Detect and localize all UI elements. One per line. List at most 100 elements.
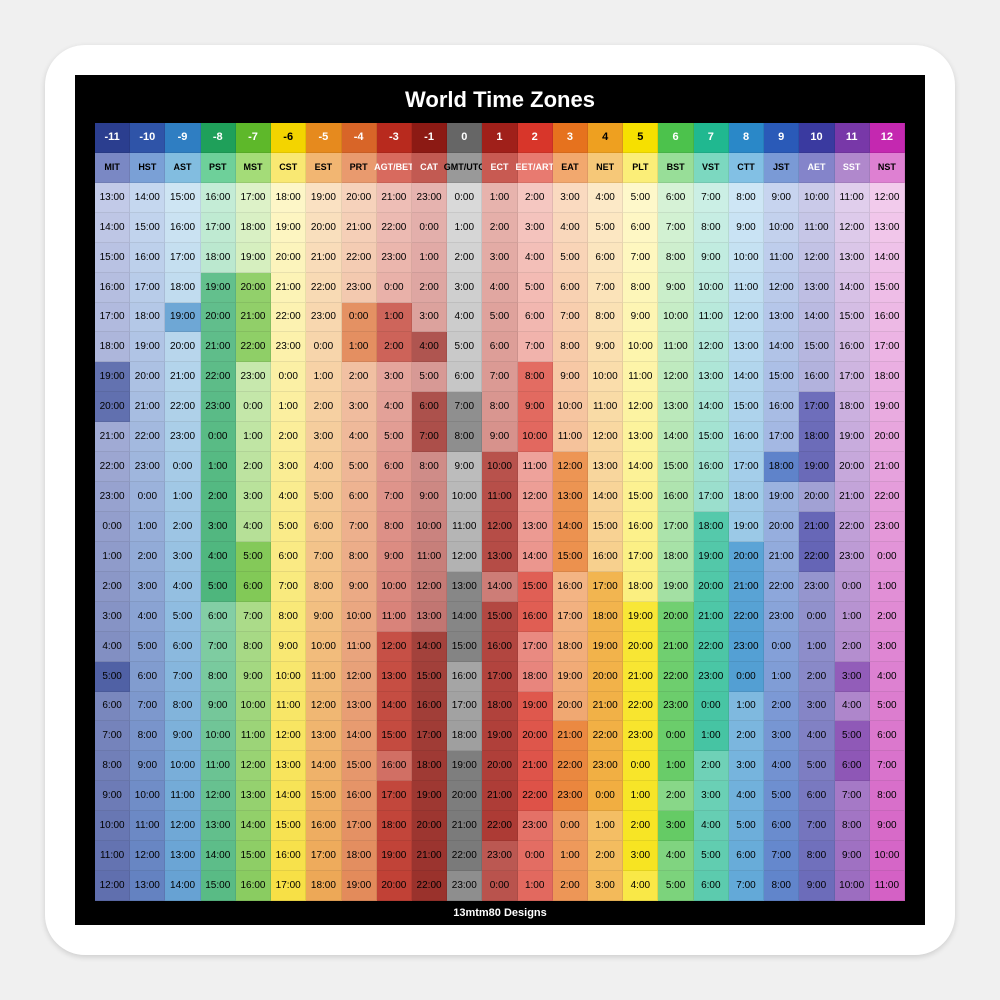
time-cell: 16:00 bbox=[271, 841, 306, 871]
time-cell: 9:00 bbox=[412, 482, 447, 512]
time-cell: 23:00 bbox=[412, 183, 447, 213]
time-cell: 18:00 bbox=[835, 392, 870, 422]
header-abbr: SST bbox=[835, 153, 870, 183]
time-cell: 8:00 bbox=[236, 632, 271, 662]
time-cell: 2:00 bbox=[835, 632, 870, 662]
time-cell: 4:00 bbox=[306, 452, 341, 482]
time-cell: 13:00 bbox=[165, 841, 200, 871]
time-cell: 23:00 bbox=[130, 452, 165, 482]
time-cell: 1:00 bbox=[412, 243, 447, 273]
time-cell: 19:00 bbox=[271, 213, 306, 243]
time-cell: 2:00 bbox=[518, 183, 553, 213]
time-cell: 22:00 bbox=[835, 512, 870, 542]
time-cell: 5:00 bbox=[130, 632, 165, 662]
time-cell: 9:00 bbox=[306, 602, 341, 632]
time-cell: 2:00 bbox=[306, 392, 341, 422]
time-cell: 3:00 bbox=[799, 692, 834, 722]
time-cell: 18:00 bbox=[201, 243, 236, 273]
time-cell: 10:00 bbox=[306, 632, 341, 662]
time-cell: 12:00 bbox=[658, 362, 693, 392]
time-cell: 4:00 bbox=[130, 602, 165, 632]
time-cell: 6:00 bbox=[658, 183, 693, 213]
time-cell: 11:00 bbox=[658, 332, 693, 362]
time-cell: 20:00 bbox=[518, 721, 553, 751]
time-cell: 10:00 bbox=[95, 811, 130, 841]
time-cell: 5:00 bbox=[482, 303, 517, 333]
time-cell: 19:00 bbox=[447, 751, 482, 781]
time-cell: 9:00 bbox=[377, 542, 412, 572]
time-cell: 11:00 bbox=[799, 213, 834, 243]
time-cell: 9:00 bbox=[694, 243, 729, 273]
header-abbr: AET bbox=[799, 153, 834, 183]
time-cell: 9:00 bbox=[799, 871, 834, 901]
time-cell: 10:00 bbox=[588, 362, 623, 392]
time-cell: 0:00 bbox=[165, 452, 200, 482]
time-cell: 16:00 bbox=[306, 811, 341, 841]
time-cell: 19:00 bbox=[342, 871, 377, 901]
header-offset: 9 bbox=[764, 123, 799, 153]
time-cell: 19:00 bbox=[694, 542, 729, 572]
time-cell: 12:00 bbox=[306, 692, 341, 722]
time-cell: 14:00 bbox=[271, 781, 306, 811]
time-cell: 6:00 bbox=[482, 332, 517, 362]
time-cell: 17:00 bbox=[130, 273, 165, 303]
time-cell: 15:00 bbox=[95, 243, 130, 273]
time-cell: 9:00 bbox=[271, 632, 306, 662]
time-cell: 5:00 bbox=[377, 422, 412, 452]
time-cell: 3:00 bbox=[306, 422, 341, 452]
time-cell: 5:00 bbox=[518, 273, 553, 303]
time-cell: 5:00 bbox=[447, 332, 482, 362]
time-cell: 16:00 bbox=[694, 452, 729, 482]
header-offset: 10 bbox=[799, 123, 834, 153]
time-cell: 22:00 bbox=[694, 632, 729, 662]
time-cell: 16:00 bbox=[130, 243, 165, 273]
time-cell: 20:00 bbox=[236, 273, 271, 303]
time-cell: 4:00 bbox=[870, 662, 905, 692]
time-cell: 0:00 bbox=[306, 332, 341, 362]
time-cell: 3:00 bbox=[764, 721, 799, 751]
time-cell: 21:00 bbox=[165, 362, 200, 392]
time-cell: 10:00 bbox=[236, 692, 271, 722]
time-cell: 11:00 bbox=[623, 362, 658, 392]
time-cell: 15:00 bbox=[835, 303, 870, 333]
time-cell: 4:00 bbox=[658, 841, 693, 871]
time-cell: 2:00 bbox=[271, 422, 306, 452]
time-cell: 12:00 bbox=[482, 512, 517, 542]
header-abbr: GMT/UTC bbox=[447, 153, 482, 183]
time-cell: 8:00 bbox=[342, 542, 377, 572]
time-cell: 21:00 bbox=[694, 602, 729, 632]
chart-panel: World Time Zones -11-10-9-8-7-6-5-4-3-10… bbox=[75, 75, 925, 925]
time-cell: 12:00 bbox=[694, 332, 729, 362]
time-cell: 23:00 bbox=[236, 362, 271, 392]
header-abbr: CAT bbox=[412, 153, 447, 183]
time-cell: 13:00 bbox=[201, 811, 236, 841]
time-cell: 2:00 bbox=[447, 243, 482, 273]
time-cell: 18:00 bbox=[694, 512, 729, 542]
time-cell: 12:00 bbox=[623, 392, 658, 422]
time-cell: 11:00 bbox=[236, 721, 271, 751]
time-cell: 10:00 bbox=[694, 273, 729, 303]
time-cell: 1:00 bbox=[658, 751, 693, 781]
time-cell: 3:00 bbox=[588, 871, 623, 901]
time-cell: 4:00 bbox=[236, 512, 271, 542]
header-offset: 11 bbox=[835, 123, 870, 153]
time-cell: 18:00 bbox=[306, 871, 341, 901]
time-cell: 14:00 bbox=[553, 512, 588, 542]
time-cell: 22:00 bbox=[553, 751, 588, 781]
time-cell: 20:00 bbox=[870, 422, 905, 452]
time-cell: 14:00 bbox=[835, 273, 870, 303]
time-cell: 4:00 bbox=[799, 721, 834, 751]
time-cell: 2:00 bbox=[482, 213, 517, 243]
time-cell: 12:00 bbox=[553, 452, 588, 482]
time-cell: 8:00 bbox=[694, 213, 729, 243]
time-cell: 10:00 bbox=[658, 303, 693, 333]
time-cell: 19:00 bbox=[95, 362, 130, 392]
time-cell: 0:00 bbox=[518, 841, 553, 871]
time-cell: 19:00 bbox=[236, 243, 271, 273]
time-cell: 1:00 bbox=[588, 811, 623, 841]
time-cell: 8:00 bbox=[447, 422, 482, 452]
time-cell: 2:00 bbox=[130, 542, 165, 572]
time-cell: 15:00 bbox=[764, 362, 799, 392]
time-cell: 16:00 bbox=[764, 392, 799, 422]
time-cell: 17:00 bbox=[588, 572, 623, 602]
